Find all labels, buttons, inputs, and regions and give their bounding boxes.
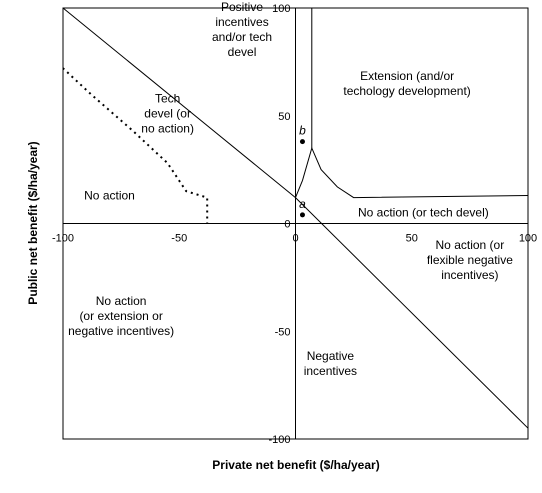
region-label-line: no action) (141, 122, 194, 136)
region-label-6: No action (or flexible negative incentives… (427, 238, 513, 282)
y-tick-label: 0 (284, 219, 290, 231)
region-label-line: techology development) (343, 84, 470, 98)
y-axis-title: Public net benefit ($/ha/year) (26, 141, 40, 304)
region-label-line: devel (228, 45, 257, 59)
y-tick-label: -50 (275, 326, 291, 338)
y-tick-labels: 100 50 0 -50 -100 (268, 3, 290, 446)
y-tick-label: -100 (268, 434, 290, 446)
point-label-b: b (299, 124, 306, 138)
region-label-line: Tech (155, 92, 180, 106)
region-label-line: incentives (304, 364, 357, 378)
region-label-line: Positive (221, 0, 263, 14)
y-tick-label: 50 (278, 111, 290, 123)
region-label-4: No action (84, 189, 135, 203)
x-tick-labels: -100 -50 0 50 100 (52, 233, 537, 245)
region-labels: Positive incentives and/or tech develExtens… (68, 0, 513, 378)
point-a (299, 212, 305, 218)
region-label-line: No action (or (436, 238, 505, 252)
point-b (299, 139, 305, 145)
x-tick-label: -50 (171, 233, 187, 245)
region-label-line: Extension (and/or (360, 69, 454, 83)
region-label-line: No action (or tech devel) (358, 206, 489, 220)
region-label-line: incentives) (441, 268, 498, 282)
region-label-line: incentives (215, 15, 268, 29)
region-label-line: and/or tech (212, 30, 272, 44)
region-label-8: Negative incentives (304, 349, 357, 378)
region-label-line: devel (or (144, 107, 191, 121)
region-label-5: No action (or tech devel) (358, 206, 489, 220)
boundary-lines (63, 8, 528, 429)
region-label-line: No action (84, 189, 135, 203)
region-label-1: Positive incentives and/or tech devel (212, 0, 272, 59)
region-label-7: No action (or extension or negative incent… (68, 294, 174, 338)
region-label-3: Tech devel (or no action) (141, 92, 194, 136)
x-tick-label: 100 (519, 233, 537, 245)
region-label-line: No action (96, 294, 147, 308)
x-tick-label: 0 (292, 233, 298, 245)
x-axis-title: Private net benefit ($/ha/year) (212, 458, 379, 472)
boundary-line-2 (295, 146, 528, 199)
data-points: ab (299, 124, 306, 218)
point-label-a: a (299, 197, 306, 211)
region-label-2: Extension (and/or techology development) (343, 69, 470, 98)
x-tick-label: 50 (406, 233, 418, 245)
region-label-line: (or extension or (79, 309, 162, 323)
x-tick-label: -100 (52, 233, 74, 245)
region-label-line: Negative (307, 349, 355, 363)
y-tick-label: 100 (272, 3, 290, 15)
region-label-line: negative incentives) (68, 324, 174, 338)
region-label-line: flexible negative (427, 253, 513, 267)
